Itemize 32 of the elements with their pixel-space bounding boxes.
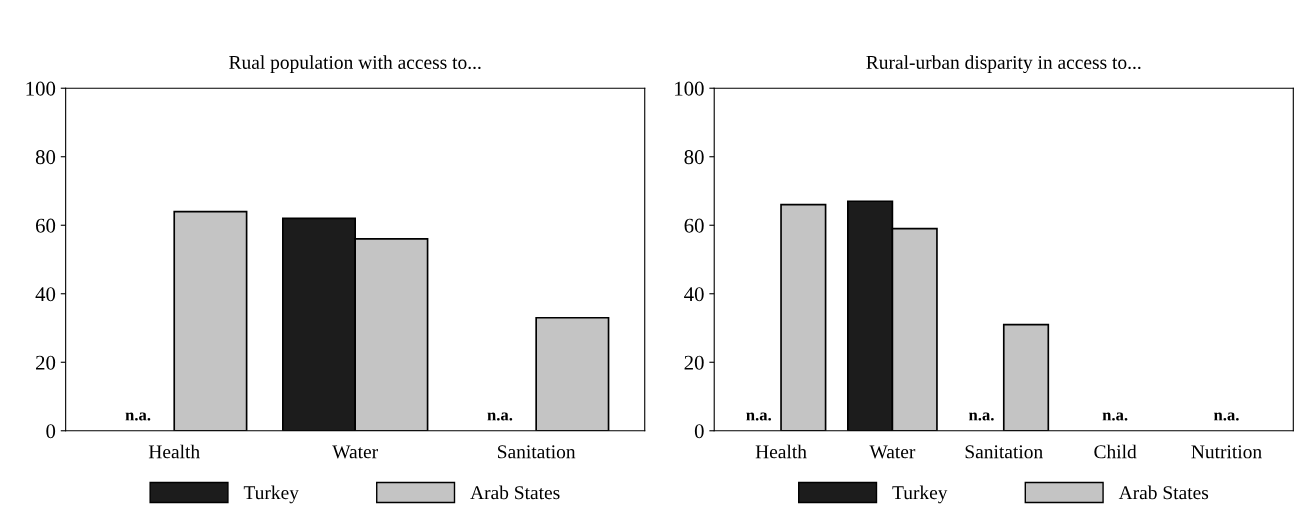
legend-label: Arab States — [470, 485, 560, 500]
y-tick-label: 0 — [694, 424, 704, 439]
chart-title: Rual population with access to... — [229, 55, 481, 73]
annotation: n.a. — [487, 412, 513, 421]
y-tick-label: 40 — [684, 287, 704, 302]
chart-title: Rural-urban disparity in access to... — [866, 55, 1141, 73]
x-tick-label: Child — [1094, 444, 1137, 459]
y-tick-label: 20 — [36, 355, 56, 370]
x-tick-label: Health — [148, 444, 200, 459]
legend-label: Arab States — [1118, 485, 1209, 500]
legend-label: Turkey — [892, 485, 948, 504]
y-tick-label: 20 — [684, 355, 704, 370]
annotation: n.a. — [1102, 412, 1128, 421]
y-tick-label: 100 — [26, 81, 56, 96]
x-tick-label: Health — [755, 444, 807, 459]
y-tick-label: 80 — [35, 150, 56, 165]
x-tick-label: Water — [332, 445, 378, 459]
x-tick-label: Sanitation — [498, 445, 576, 459]
y-tick-label: 60 — [35, 218, 56, 233]
annotation: n.a. — [125, 412, 151, 421]
annotation: n.a. — [746, 412, 771, 421]
x-tick-label: Water — [869, 445, 916, 459]
y-tick-label: 40 — [35, 287, 56, 302]
x-tick-label: Nutrition — [1191, 445, 1262, 459]
y-tick-label: 60 — [684, 218, 704, 233]
y-tick-label: 100 — [675, 81, 704, 96]
y-tick-label: 80 — [684, 150, 704, 165]
x-tick-label: Sanitation — [965, 445, 1043, 459]
annotation: n.a. — [1213, 412, 1239, 421]
legend-label: Turkey — [243, 485, 299, 504]
annotation: n.a. — [968, 412, 994, 421]
y-tick-label: 0 — [46, 424, 56, 439]
